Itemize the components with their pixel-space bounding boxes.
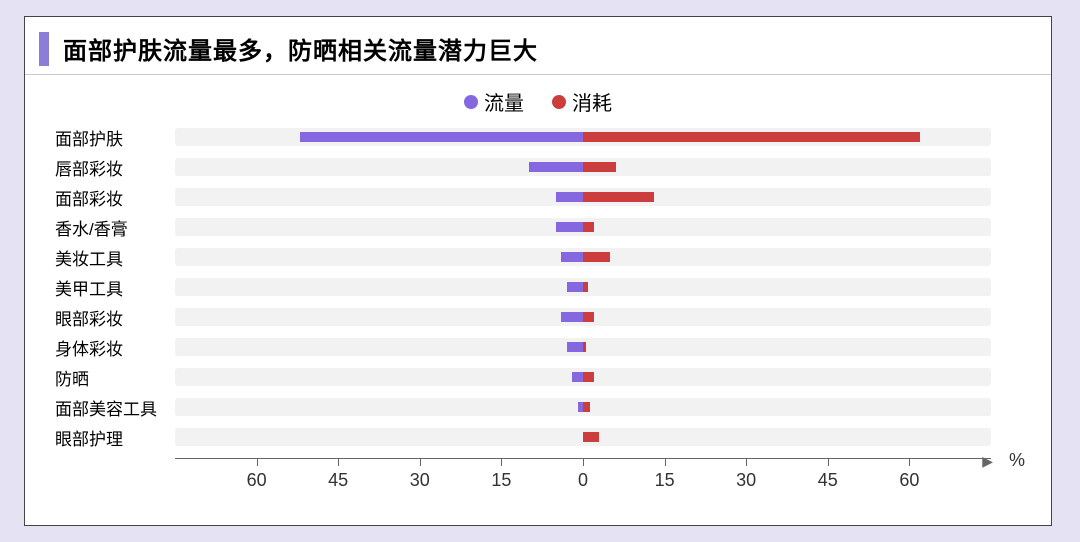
row-label: 面部彩妆: [55, 185, 165, 210]
row-label: 防晒: [55, 365, 165, 390]
row-label: 面部美容工具: [55, 395, 165, 420]
axis-unit: %: [1009, 450, 1025, 471]
axis-tick-label: 60: [247, 470, 267, 491]
bar-left: [300, 132, 583, 142]
bar-row: 美甲工具: [175, 272, 991, 302]
bar-track: [175, 218, 991, 236]
bar-left: [556, 222, 583, 232]
axis-arrow-icon: ▶: [982, 453, 993, 470]
row-label: 美甲工具: [55, 275, 165, 300]
axis-tick: [338, 458, 339, 466]
axis-tick-label: 45: [818, 470, 838, 491]
row-label: 眼部护理: [55, 425, 165, 450]
bar-left: [572, 372, 583, 382]
row-label: 美妆工具: [55, 245, 165, 270]
chart-title: 面部护肤流量最多，防晒相关流量潜力巨大: [63, 31, 538, 66]
bar-row: 面部护肤: [175, 122, 991, 152]
row-label: 眼部彩妆: [55, 305, 165, 330]
bar-track: [175, 128, 991, 146]
chart-card: 面部护肤流量最多，防晒相关流量潜力巨大 流量 消耗 面部护肤 唇部彩妆 面部彩妆 …: [24, 16, 1052, 526]
bar-row: 眼部护理: [175, 422, 991, 452]
row-label: 唇部彩妆: [55, 155, 165, 180]
bar-track: [175, 338, 991, 356]
axis-tick: [583, 458, 584, 466]
chart-area: 面部护肤 唇部彩妆 面部彩妆 香水/香膏 美妆工具 美甲工具 眼: [25, 122, 1051, 452]
bar-track: [175, 188, 991, 206]
axis-tick-label: 15: [655, 470, 675, 491]
bar-row: 防晒: [175, 362, 991, 392]
x-axis: ▶ % 60453015015304560: [175, 458, 991, 502]
bar-right: [583, 192, 654, 202]
row-label: 香水/香膏: [55, 215, 165, 240]
bar-track: [175, 308, 991, 326]
legend-item: 消耗: [552, 87, 612, 116]
axis-tick: [909, 458, 910, 466]
axis-tick-label: 30: [410, 470, 430, 491]
bar-track: [175, 278, 991, 296]
bar-row: 面部彩妆: [175, 182, 991, 212]
bar-right: [583, 162, 616, 172]
bar-row: 美妆工具: [175, 242, 991, 272]
row-label: 面部护肤: [55, 125, 165, 150]
bar-left: [529, 162, 583, 172]
bar-left: [567, 282, 583, 292]
legend-label: 消耗: [572, 87, 612, 116]
legend-item: 流量: [464, 87, 524, 116]
bar-row: 香水/香膏: [175, 212, 991, 242]
axis-tick-label: 45: [328, 470, 348, 491]
axis-tick: [746, 458, 747, 466]
bar-right: [583, 372, 594, 382]
legend-dot-icon: [552, 95, 566, 109]
bar-left: [567, 342, 583, 352]
axis-tick-label: 30: [736, 470, 756, 491]
legend-dot-icon: [464, 95, 478, 109]
bar-track: [175, 248, 991, 266]
title-accent-bar: [39, 32, 49, 66]
axis-tick-label: 0: [578, 470, 588, 491]
title-row: 面部护肤流量最多，防晒相关流量潜力巨大: [25, 17, 1051, 75]
axis-tick: [501, 458, 502, 466]
row-label: 身体彩妆: [55, 335, 165, 360]
axis-tick: [420, 458, 421, 466]
bar-right: [583, 432, 599, 442]
legend: 流量 消耗: [25, 75, 1051, 122]
bar-track: [175, 398, 991, 416]
axis-tick: [665, 458, 666, 466]
bar-right: [583, 222, 594, 232]
legend-label: 流量: [484, 87, 524, 116]
axis-tick: [257, 458, 258, 466]
bar-track: [175, 428, 991, 446]
axis-tick: [828, 458, 829, 466]
bar-left: [556, 192, 583, 202]
bar-track: [175, 368, 991, 386]
bar-row: 身体彩妆: [175, 332, 991, 362]
bar-left: [561, 312, 583, 322]
bar-right: [583, 282, 588, 292]
axis-tick-label: 60: [899, 470, 919, 491]
bar-right: [583, 132, 920, 142]
bar-track: [175, 158, 991, 176]
bar-right: [583, 252, 610, 262]
bar-right: [583, 312, 594, 322]
axis-tick-label: 15: [491, 470, 511, 491]
bar-right: [583, 402, 590, 412]
bar-row: 面部美容工具: [175, 392, 991, 422]
bar-row: 眼部彩妆: [175, 302, 991, 332]
bar-row: 唇部彩妆: [175, 152, 991, 182]
bar-right: [583, 342, 586, 352]
bar-left: [561, 252, 583, 262]
